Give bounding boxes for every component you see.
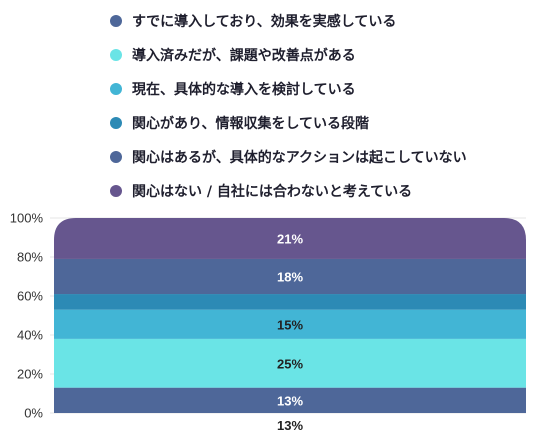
legend-label: 関心があり、情報収集をしている段階 bbox=[132, 116, 370, 132]
legend-item: 導入済みだが、課題や改善点がある bbox=[110, 42, 356, 68]
legend-label: 導入済みだが、課題や改善点がある bbox=[132, 48, 356, 64]
legend-swatch bbox=[110, 185, 122, 197]
legend-item: すでに導入しており、効果を実感している bbox=[110, 8, 396, 34]
legend-label: 現在、具体的な導入を検討している bbox=[132, 82, 356, 98]
bar-segment bbox=[54, 387, 526, 413]
legend-item: 関心はあるが、具体的なアクションは起こしていない bbox=[110, 144, 467, 170]
bar-segment bbox=[54, 294, 526, 310]
bar-segment bbox=[54, 218, 526, 259]
bar-segment bbox=[54, 309, 526, 339]
bar-stack bbox=[54, 218, 526, 413]
bar-segment bbox=[54, 258, 526, 295]
y-tick-label: 20% bbox=[17, 367, 43, 382]
legend-item: 現在、具体的な導入を検討している bbox=[110, 76, 356, 102]
legend-swatch bbox=[110, 151, 122, 163]
legend-swatch bbox=[110, 49, 122, 61]
legend-label: 関心はあるが、具体的なアクションは起こしていない bbox=[132, 150, 467, 166]
legend-label: すでに導入しており、効果を実感している bbox=[132, 14, 397, 30]
legend-swatch bbox=[110, 117, 122, 129]
y-tick-label: 60% bbox=[17, 289, 43, 304]
legend-swatch bbox=[110, 83, 122, 95]
data-label: 18% bbox=[277, 270, 303, 285]
bar-segment bbox=[54, 338, 526, 388]
legend-item: 関心があり、情報収集をしている段階 bbox=[110, 110, 369, 136]
legend-swatch bbox=[110, 15, 122, 27]
y-tick-label: 80% bbox=[17, 250, 43, 265]
bottom-data-label: 13% bbox=[277, 418, 303, 433]
y-tick-label: 40% bbox=[17, 328, 43, 343]
y-tick-label: 0% bbox=[24, 406, 43, 421]
data-label: 13% bbox=[277, 393, 303, 408]
data-label: 15% bbox=[277, 317, 303, 332]
y-tick-label: 100% bbox=[10, 211, 44, 226]
legend-label: 関心はない / 自社には合わないと考えている bbox=[132, 184, 413, 200]
chart-legend: すでに導入しており、効果を実感している 導入済みだが、課題や改善点がある 現在、具体… bbox=[0, 0, 536, 205]
data-label: 25% bbox=[277, 356, 303, 371]
legend-item: 関心はない / 自社には合わないと考えている bbox=[110, 178, 412, 204]
data-label: 21% bbox=[277, 231, 303, 246]
